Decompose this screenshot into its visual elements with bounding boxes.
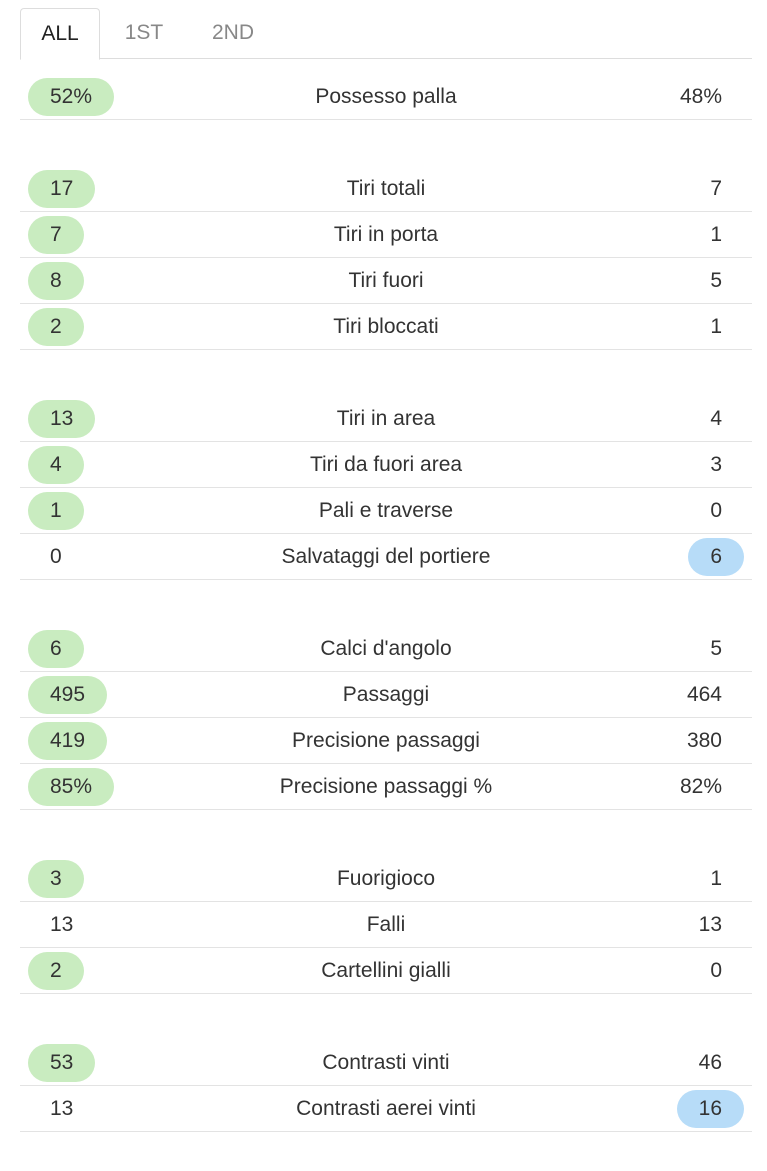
home-value: 7 — [28, 216, 84, 254]
away-value: 1 — [710, 867, 722, 890]
stat-row: Tiri bloccati 2 1 — [20, 304, 752, 350]
tab[interactable]: ALL — [20, 8, 100, 60]
stat-row: Tiri in porta 7 1 — [20, 212, 752, 258]
stat-row: Falli 13 13 — [20, 902, 752, 948]
home-value: 2 — [28, 308, 84, 346]
stat-label: Tiri in area — [336, 407, 436, 430]
stat-row: Tiri in area 13 4 — [20, 396, 752, 442]
stat-row: Calci d'angolo 6 5 — [20, 626, 752, 672]
home-value: 6 — [28, 630, 84, 668]
stat-row: Cartellini gialli 2 0 — [20, 948, 752, 994]
stat-label: Possesso palla — [315, 85, 457, 108]
stat-row: Precisione passaggi 419 380 — [20, 718, 752, 764]
stat-row: Contrasti vinti 53 46 — [20, 1040, 752, 1086]
stat-row: Tiri da fuori area 4 3 — [20, 442, 752, 488]
home-value: 0 — [50, 545, 62, 568]
stat-label: Precisione passaggi % — [279, 775, 493, 798]
stat-label: Cartellini gialli — [321, 959, 451, 982]
stat-row: Contrasti aerei vinti 13 16 — [20, 1086, 752, 1132]
stat-label: Contrasti aerei vinti — [296, 1097, 476, 1120]
stat-row: Possesso palla 52% 48% — [20, 74, 752, 120]
away-value: 7 — [710, 177, 722, 200]
home-value: 1 — [28, 492, 84, 530]
home-value: 85% — [28, 768, 115, 806]
home-value: 13 — [50, 913, 74, 936]
home-value: 4 — [28, 446, 84, 484]
home-value: 419 — [28, 722, 108, 760]
away-value: 0 — [710, 499, 722, 522]
away-value: 48% — [679, 85, 722, 108]
away-value: 1 — [710, 315, 722, 338]
away-value: 3 — [710, 453, 722, 476]
away-value: 13 — [698, 913, 722, 936]
stat-label: Contrasti vinti — [322, 1051, 450, 1074]
home-value: 52% — [28, 78, 115, 116]
stat-row: Tiri fuori 8 5 — [20, 258, 752, 304]
home-value: 8 — [28, 262, 84, 300]
away-value: 380 — [686, 729, 722, 752]
stat-label: Pali e traverse — [318, 499, 454, 522]
away-value: 82% — [679, 775, 722, 798]
away-value: 5 — [710, 637, 722, 660]
tab[interactable]: 2ND — [211, 21, 254, 44]
stat-row: Fuorigioco 3 1 — [20, 856, 752, 902]
away-value: 1 — [710, 223, 722, 246]
tab-divider — [20, 58, 752, 59]
stat-label: Calci d'angolo — [320, 637, 452, 660]
stat-row: Tiri totali 17 7 — [20, 166, 752, 212]
stat-label: Tiri bloccati — [333, 315, 439, 338]
stat-label: Falli — [366, 913, 406, 936]
stat-label: Salvataggi del portiere — [281, 545, 491, 568]
stat-row: Salvataggi del portiere 0 6 — [20, 534, 752, 580]
stat-label: Tiri da fuori area — [309, 453, 463, 476]
away-value: 16 — [676, 1090, 744, 1128]
home-value: 2 — [28, 952, 84, 990]
stat-label: Passaggi — [342, 683, 430, 706]
stat-label: Tiri fuori — [348, 269, 424, 292]
away-value: 6 — [688, 538, 744, 576]
tab[interactable]: 1ST — [124, 21, 164, 44]
away-value: 464 — [686, 683, 722, 706]
home-value: 17 — [28, 170, 96, 208]
away-value: 46 — [698, 1051, 722, 1074]
away-value: 4 — [710, 407, 722, 430]
home-value: 53 — [28, 1044, 96, 1082]
stat-label: Precisione passaggi — [292, 729, 480, 752]
stat-label: Tiri totali — [346, 177, 426, 200]
home-value: 495 — [28, 676, 108, 714]
stat-label: Tiri in porta — [333, 223, 439, 246]
home-value: 3 — [28, 860, 84, 898]
away-value: 5 — [710, 269, 722, 292]
stat-label: Fuorigioco — [336, 867, 436, 890]
stat-row: Passaggi 495 464 — [20, 672, 752, 718]
away-value: 0 — [710, 959, 722, 982]
home-value: 13 — [28, 400, 96, 438]
stat-row: Pali e traverse 1 0 — [20, 488, 752, 534]
home-value: 13 — [50, 1097, 74, 1120]
stat-row: Precisione passaggi % 85% 82% — [20, 764, 752, 810]
